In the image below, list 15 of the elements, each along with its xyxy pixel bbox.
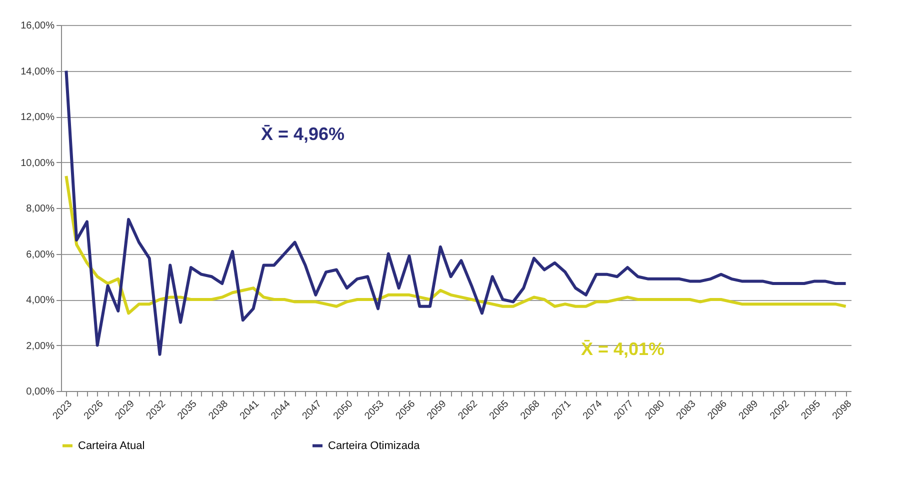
legend-label: Carteira Otimizada xyxy=(328,440,421,452)
line-series xyxy=(64,69,848,356)
legend-label: Carteira Atual xyxy=(78,440,145,452)
y-tick-label: 14,00% xyxy=(20,66,55,78)
y-tick-label: 2,00% xyxy=(26,340,55,352)
y-tick-label: 10,00% xyxy=(20,158,55,169)
y-tick-label: 6,00% xyxy=(26,249,55,260)
annotation: X̄ = 4,96% xyxy=(261,124,345,144)
line-series xyxy=(64,174,848,315)
y-tick-label: 8,00% xyxy=(26,204,55,214)
y-tick-label: 4,00% xyxy=(26,295,55,306)
annotation: X̄ = 4,01% xyxy=(581,338,665,359)
y-tick-label: 0,00% xyxy=(26,386,55,398)
y-tick-label: 12,00% xyxy=(20,112,55,123)
y-tick-label: 16,00% xyxy=(20,20,55,32)
